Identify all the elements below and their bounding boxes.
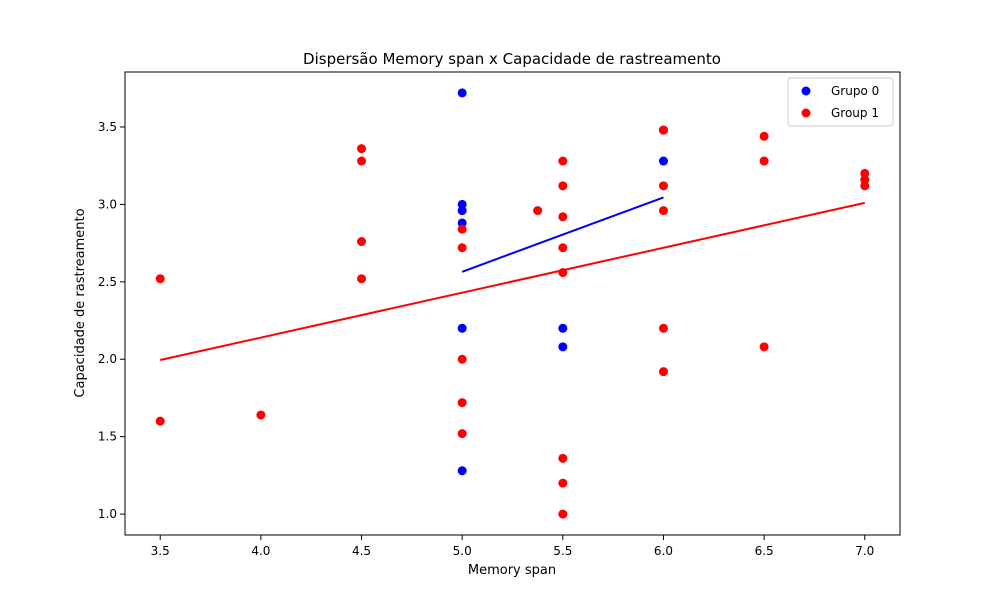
data-point — [558, 323, 568, 333]
data-point — [357, 144, 367, 154]
y-tick-label: 3.0 — [98, 197, 117, 211]
data-point — [558, 453, 568, 463]
data-point — [457, 466, 467, 476]
data-point — [759, 156, 769, 166]
x-tick-label: 6.5 — [755, 544, 774, 558]
legend-label: Grupo 0 — [831, 84, 879, 98]
data-point — [558, 156, 568, 166]
x-tick-label: 4.0 — [251, 544, 270, 558]
chart-title: Dispersão Memory span x Capacidade de ra… — [303, 50, 721, 68]
data-point — [357, 274, 367, 284]
y-tick-label: 3.5 — [98, 120, 117, 134]
data-point — [457, 218, 467, 228]
data-point — [457, 354, 467, 364]
legend: Grupo 0 Group 1 — [787, 77, 894, 127]
legend-label: Group 1 — [831, 106, 879, 120]
legend-marker — [801, 108, 811, 118]
data-point — [658, 125, 668, 135]
data-point — [759, 131, 769, 141]
data-point — [658, 206, 668, 216]
y-tick-label: 2.0 — [98, 352, 117, 366]
data-point — [558, 243, 568, 253]
data-point — [860, 181, 870, 191]
x-tick-label: 3.5 — [151, 544, 170, 558]
data-point — [860, 168, 870, 178]
data-point — [457, 398, 467, 408]
y-tick-label: 2.5 — [98, 275, 117, 289]
data-point — [457, 429, 467, 439]
data-point — [658, 156, 668, 166]
data-point — [457, 199, 467, 209]
series-1 — [155, 125, 870, 519]
data-point — [658, 323, 668, 333]
y-tick-label: 1.0 — [98, 507, 117, 521]
data-point — [658, 367, 668, 377]
data-point — [759, 342, 769, 352]
x-tick-label: 5.0 — [453, 544, 472, 558]
data-point — [658, 181, 668, 191]
data-point — [457, 88, 467, 98]
data-point — [558, 478, 568, 488]
data-point — [357, 156, 367, 166]
data-point — [457, 323, 467, 333]
data-point — [256, 410, 266, 420]
data-point — [860, 175, 870, 185]
trend-line-0 — [461, 196, 664, 273]
data-point — [558, 212, 568, 222]
y-tick-label: 1.5 — [98, 430, 117, 444]
data-point — [533, 206, 543, 216]
legend-box — [787, 77, 894, 127]
data-point — [558, 509, 568, 519]
x-axis-label: Memory span — [468, 563, 556, 578]
legend-marker — [801, 86, 811, 96]
x-tick-label: 6.0 — [654, 544, 673, 558]
x-tick-label: 4.5 — [352, 544, 371, 558]
plot-frame — [124, 71, 901, 536]
data-point — [457, 243, 467, 253]
plot-area — [155, 88, 870, 519]
x-tick-label: 7.0 — [855, 544, 874, 558]
trend-line-1 — [160, 201, 865, 361]
data-point — [457, 206, 467, 216]
data-point — [558, 181, 568, 191]
x-tick-label: 5.5 — [553, 544, 572, 558]
data-point — [457, 224, 467, 234]
y-axis: 1.0 1.5 2.0 2.5 3.0 3.5 — [98, 120, 125, 521]
data-point — [155, 416, 165, 426]
x-axis: 3.5 4.0 4.5 5.0 5.5 6.0 6.5 7.0 — [151, 535, 874, 558]
data-point — [155, 274, 165, 284]
data-point — [558, 342, 568, 352]
data-point — [357, 237, 367, 247]
y-axis-label: Capacidade de rastreamento — [73, 208, 88, 397]
